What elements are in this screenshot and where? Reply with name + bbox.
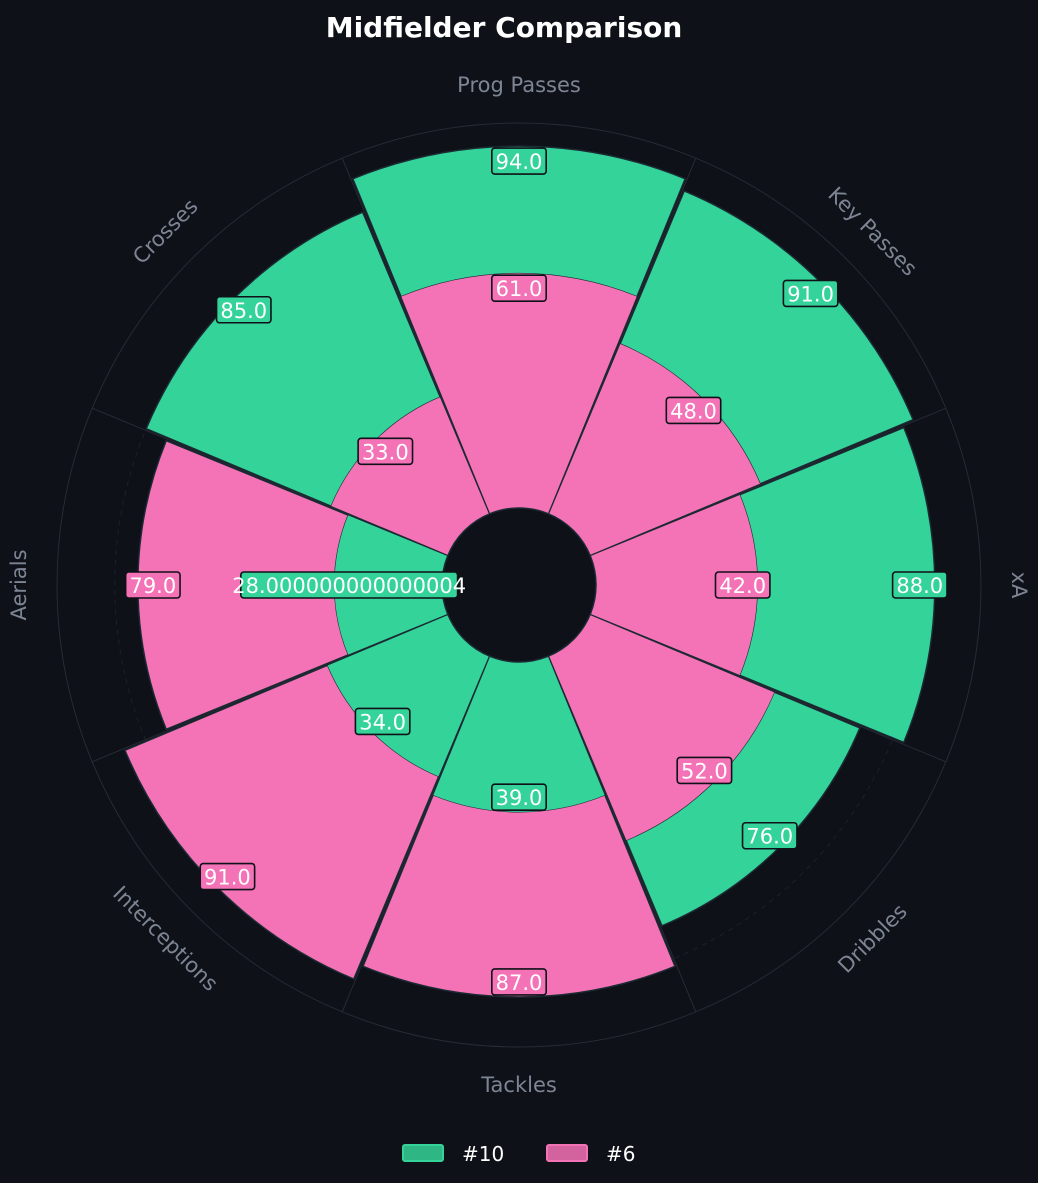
value-label-box bbox=[741, 821, 798, 850]
value-label-text: 87.0 bbox=[496, 971, 543, 995]
value-label-crosses-series-1: 33.0 bbox=[357, 437, 414, 466]
value-label-text: 28.000000000000004 bbox=[232, 574, 466, 598]
axis-label-xa: xA bbox=[1007, 572, 1031, 599]
value-label-interceptions-series-1: 91.0 bbox=[199, 862, 256, 891]
value-label-text: 33.0 bbox=[362, 440, 409, 464]
value-label-interceptions-series-0: 34.0 bbox=[354, 707, 411, 736]
axis-label-key-passes: Key Passes bbox=[823, 182, 921, 280]
value-label-text: 39.0 bbox=[496, 786, 543, 810]
value-label-text: 52.0 bbox=[681, 759, 728, 783]
value-labels-layer: 94.0 91.0 88.0 76.0 39.0 34.0 28.0000000000000… bbox=[124, 147, 948, 996]
value-label-text: 34.0 bbox=[359, 710, 406, 734]
axis-label-tackles: Tackles bbox=[480, 1073, 557, 1097]
axis-label-dribbles: Dribbles bbox=[833, 899, 911, 977]
value-label-box bbox=[490, 147, 547, 175]
value-label-tackles-series-1: 87.0 bbox=[490, 968, 547, 996]
legend-item-10: #10 bbox=[402, 1142, 504, 1166]
value-label-text: 48.0 bbox=[670, 399, 717, 423]
value-label-box bbox=[124, 571, 181, 599]
axis-label-prog-passes: Prog Passes bbox=[457, 73, 581, 97]
axis-label-aerials: Aerials bbox=[7, 549, 31, 620]
value-label-text: 91.0 bbox=[787, 282, 834, 306]
value-label-text: 91.0 bbox=[204, 866, 251, 890]
value-label-box bbox=[199, 862, 256, 891]
legend-item-6: #6 bbox=[546, 1142, 635, 1166]
value-label-box bbox=[215, 295, 272, 324]
value-label-box bbox=[240, 571, 459, 599]
value-label-box bbox=[490, 274, 547, 302]
value-label-box bbox=[665, 396, 722, 425]
value-label-text: 79.0 bbox=[129, 574, 176, 598]
value-label-box bbox=[891, 571, 948, 599]
value-label-key-passes-series-0: 91.0 bbox=[782, 279, 839, 308]
value-label-box bbox=[676, 756, 733, 785]
value-label-text: 94.0 bbox=[496, 150, 543, 174]
value-label-xa-series-0: 88.0 bbox=[891, 571, 948, 599]
legend-label-10: #10 bbox=[462, 1142, 504, 1166]
axis-label-crosses: Crosses bbox=[128, 194, 203, 269]
value-label-box bbox=[490, 968, 547, 996]
value-label-key-passes-series-1: 48.0 bbox=[665, 396, 722, 425]
value-label-box bbox=[714, 571, 771, 599]
value-label-aerials-series-1: 79.0 bbox=[124, 571, 181, 599]
legend-swatch-10 bbox=[402, 1144, 444, 1162]
value-label-aerials-series-0: 28.000000000000004 bbox=[232, 571, 466, 599]
value-label-dribbles-series-0: 76.0 bbox=[741, 821, 798, 850]
value-label-box bbox=[354, 707, 411, 736]
legend-label-6: #6 bbox=[606, 1142, 635, 1166]
value-label-crosses-series-0: 85.0 bbox=[215, 295, 272, 324]
axis-label-interceptions: Interceptions bbox=[108, 881, 222, 995]
value-label-text: 76.0 bbox=[746, 825, 793, 849]
legend: #10 #6 bbox=[402, 1142, 635, 1166]
value-label-text: 85.0 bbox=[220, 299, 267, 323]
legend-swatch-6 bbox=[546, 1144, 588, 1162]
value-label-tackles-series-0: 39.0 bbox=[490, 783, 547, 811]
value-label-text: 61.0 bbox=[496, 277, 543, 301]
value-label-text: 42.0 bbox=[719, 574, 766, 598]
value-label-text: 88.0 bbox=[896, 574, 943, 598]
value-label-box bbox=[357, 437, 414, 466]
chart-title: Midfielder Comparison bbox=[326, 11, 683, 44]
value-label-box bbox=[782, 279, 839, 308]
value-label-box bbox=[490, 783, 547, 811]
grid-ring-outer bbox=[56, 122, 982, 1048]
value-label-xa-series-1: 42.0 bbox=[714, 571, 771, 599]
value-label-dribbles-series-1: 52.0 bbox=[676, 756, 733, 785]
value-label-prog-passes-series-1: 61.0 bbox=[490, 274, 547, 302]
value-label-prog-passes-series-0: 94.0 bbox=[490, 147, 547, 175]
